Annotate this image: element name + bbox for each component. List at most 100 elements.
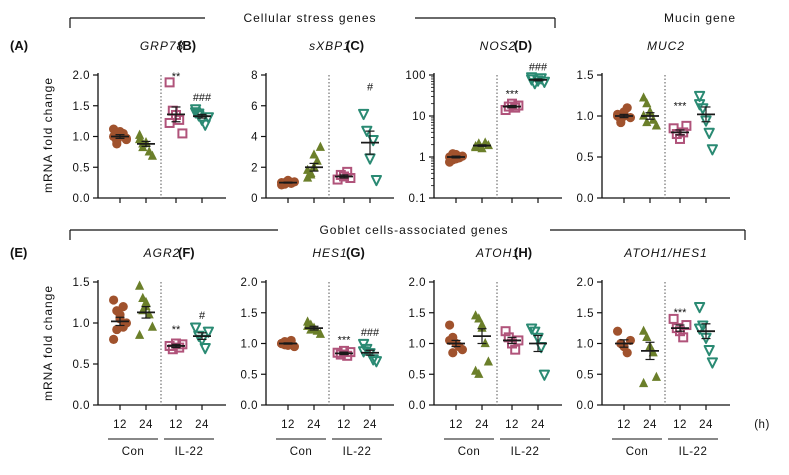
y-tick-label: 0.5 [73,359,91,371]
data-point [309,149,319,159]
significance-label: # [367,81,374,93]
x-tick-label: 12 [505,419,519,431]
group-label-il22: IL-22 [679,446,708,458]
y-tick-label: 0.0 [73,400,91,412]
panel-title-C: NOS2 [480,39,517,53]
panel-title-A: GRP78 [140,39,184,53]
time-unit-label: (h) [754,419,770,431]
data-point [367,134,379,147]
data-point [118,302,128,312]
panel-G: (G) ATOH1 0.0 0.5 1.0 1.5 2.0 [346,245,562,412]
y-tick-label: 0.5 [73,162,91,174]
significance-label: *** [674,307,688,319]
data-point [445,320,455,330]
data-point [112,139,122,149]
group-label-con: Con [458,446,481,458]
section-title-mucin: Mucin gene [664,11,736,25]
data-point [694,90,706,103]
data-point [642,116,652,127]
y-tick-label: 1.0 [241,339,259,351]
y-tick-label: 0.0 [409,400,427,412]
data-point [358,108,370,121]
section-title-goblet: Goblet cells-associated genes [319,223,508,237]
data-point [642,98,652,108]
y-tick-label: 1.5 [577,308,595,320]
data-point [138,138,148,148]
data-point [364,348,376,360]
y-tick-label: 1.5 [241,308,259,320]
data-point [694,99,706,111]
section-header-stress: Cellular stress genes [69,9,556,28]
panel-H: (H) ATOH1/HES1 0.0 0.5 1.0 1.5 2.0 *** [514,245,730,412]
y-tick-label: 6 [251,101,258,113]
data-point [526,72,538,84]
panel-D: (D) MUC2 0.0 0.5 1.0 1.5 *** [514,38,730,205]
y-tick-label: 0.5 [241,369,259,381]
panel-C: (C) NOS2 0.1 1 10 100 *** ### [346,38,562,205]
y-tick-label: 1.5 [73,101,91,113]
data-point [190,107,202,119]
significance-label: *** [506,89,520,101]
y-tick-label: 1.0 [73,318,91,330]
data-point [164,77,175,88]
data-point [109,124,119,134]
data-point [147,150,157,160]
data-point [510,344,521,355]
x-tick-label: 24 [531,419,545,431]
data-point [694,323,706,335]
x-tick-label: 24 [699,419,713,431]
data-point [135,280,145,290]
group-label-il22: IL-22 [343,446,372,458]
data-point [457,345,467,355]
data-point [651,120,661,130]
y-tick-label: 1.5 [73,277,91,289]
y-tick-label: 0.1 [409,193,427,205]
data-point [174,114,185,125]
x-tick-label: 24 [139,419,153,431]
data-point [639,110,649,120]
data-point [477,143,487,153]
section-title-stress: Cellular stress genes [243,11,376,25]
group-label-il22: IL-22 [175,446,204,458]
y-tick-label: 2.0 [409,277,427,289]
data-point [177,128,188,139]
significance-label: ### [529,61,548,73]
section-header-goblet: Goblet cells-associated genes [69,221,746,240]
data-point [642,331,652,341]
panel-letter-F: (F) [178,245,195,260]
y-tick-label: 0 [251,193,258,205]
y-tick-label: 0.5 [577,152,595,164]
x-tick-label: 24 [363,419,377,431]
y-tick-label: 8 [251,70,258,82]
data-point [613,326,623,336]
panel-letter-H: (H) [514,245,532,260]
y-tick-label: 0.0 [73,193,91,205]
data-point [622,348,632,358]
x-tick-label: 24 [307,419,321,431]
data-point [538,369,550,381]
y-tick-label: 10 [412,111,426,123]
significance-label: ### [361,327,380,339]
x-tick-label: 12 [673,419,687,431]
data-point [109,334,119,344]
data-point [147,321,157,331]
data-point [164,117,175,128]
y-axis-label-bottom: mRNA fold change [41,285,55,401]
data-point [639,377,649,388]
data-point [480,337,490,348]
data-point [706,144,718,156]
x-tick-label: 24 [643,419,657,431]
y-tick-label: 0.5 [577,369,595,381]
significance-label: ** [172,324,181,336]
data-point [474,368,484,378]
data-point [526,323,538,335]
data-point [639,92,649,102]
data-point [474,313,484,323]
y-tick-label: 1.0 [577,339,595,351]
data-point [199,119,211,131]
group-label-con: Con [626,446,649,458]
data-point [141,296,151,307]
data-point [135,329,145,339]
panel-B: (B) sXBP1 0 2 4 6 8 # [178,38,394,205]
x-labels-F: 12 24 12 24 Con IL-22 [276,419,382,458]
